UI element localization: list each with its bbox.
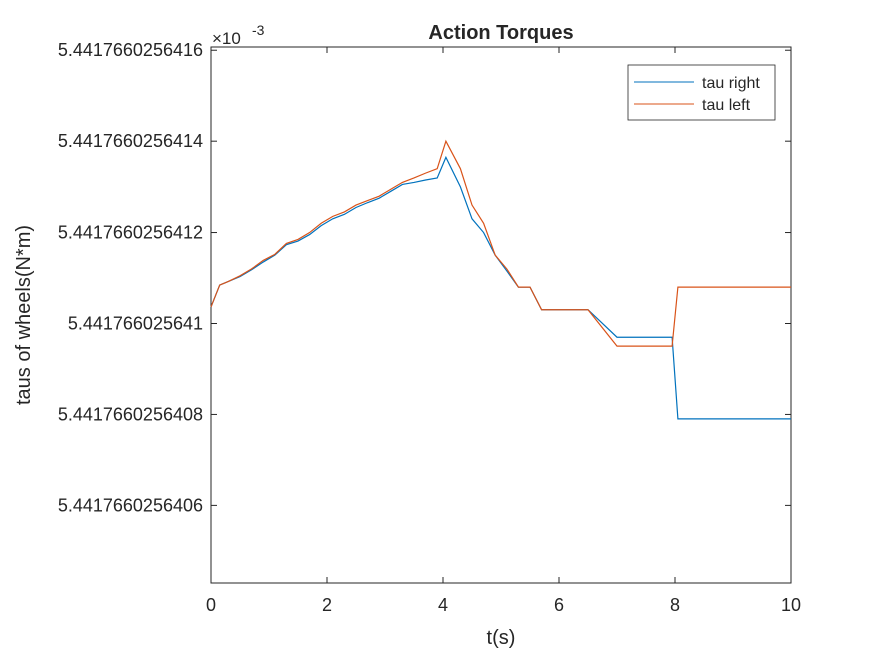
x-tick-label: 10 — [781, 595, 801, 615]
y-tick-label: 5.4417660256412 — [58, 223, 203, 243]
axis-exponent-base: ×10 — [212, 29, 241, 48]
series-line-tau-right — [210, 155, 791, 420]
y-tick-label: 5.441766025641 — [68, 313, 203, 333]
x-tick-label: 4 — [438, 595, 448, 615]
legend: tau right tau left — [627, 64, 776, 121]
legend-label-tau-right: tau right — [702, 75, 760, 92]
y-axis-ticks: 5.4417660256406 5.4417660256408 5.44176602… — [58, 40, 791, 515]
y-tick-label: 5.4417660256414 — [58, 131, 203, 151]
x-tick-label: 2 — [322, 595, 332, 615]
legend-label-tau-left: tau left — [702, 97, 751, 114]
y-axis-label: taus of wheels(N*m) — [13, 225, 35, 405]
series-layer — [210, 139, 791, 420]
series-line-tau-left — [210, 139, 791, 347]
chart-title: Action Torques — [428, 22, 573, 44]
y-tick-label: 5.4417660256408 — [58, 404, 203, 424]
y-tick-label: 5.4417660256406 — [58, 495, 203, 515]
y-tick-label: 5.4417660256416 — [58, 40, 203, 60]
x-tick-label: 6 — [554, 595, 564, 615]
axis-exponent-power: -3 — [252, 22, 265, 38]
x-tick-label: 0 — [206, 595, 216, 615]
legend-box — [627, 64, 776, 121]
x-tick-label: 8 — [670, 595, 680, 615]
axes-box — [210, 46, 792, 584]
x-axis-ticks: 0 2 4 6 8 10 — [206, 47, 801, 615]
axis-exponent: ×10 -3 — [212, 22, 265, 48]
x-axis-label: t(s) — [487, 627, 516, 649]
